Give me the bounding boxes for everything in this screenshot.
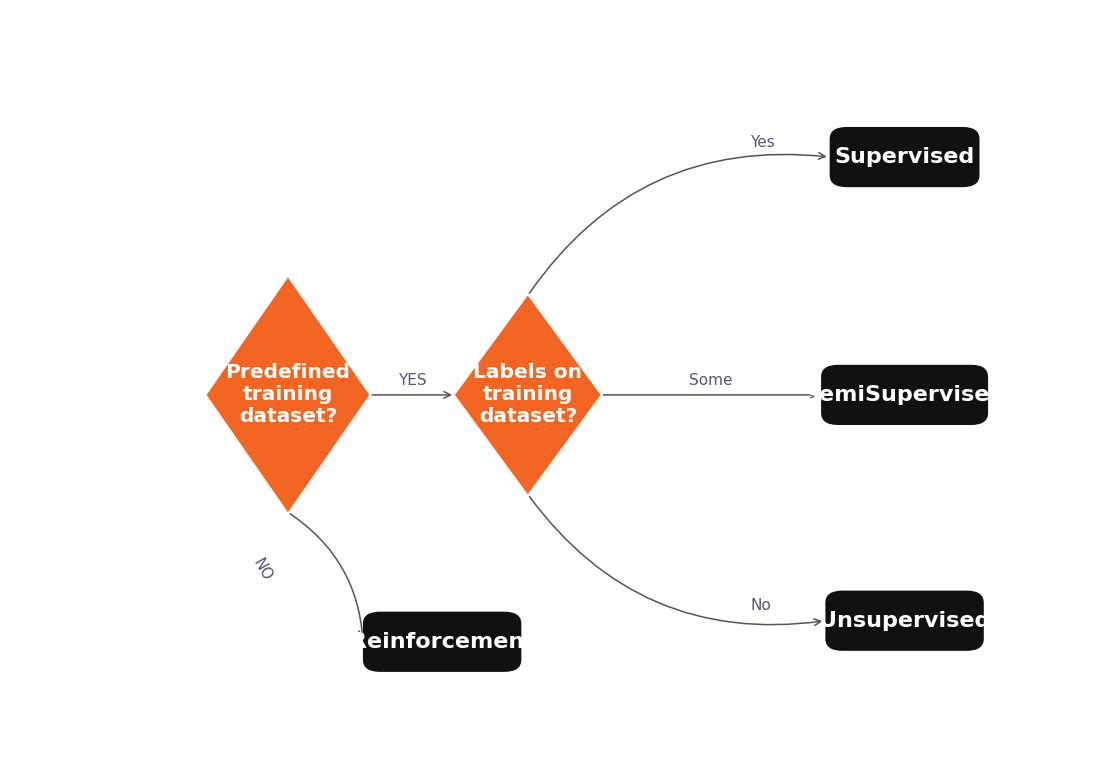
Text: Supervised: Supervised xyxy=(834,147,975,167)
Polygon shape xyxy=(207,278,369,512)
Text: Some: Some xyxy=(690,373,733,388)
FancyBboxPatch shape xyxy=(821,364,988,425)
Text: Predefined
training
dataset?: Predefined training dataset? xyxy=(225,364,350,426)
FancyBboxPatch shape xyxy=(362,612,522,672)
Text: Reinforcement: Reinforcement xyxy=(349,632,535,651)
Text: Labels on
training
dataset?: Labels on training dataset? xyxy=(473,364,582,426)
Text: Yes: Yes xyxy=(750,135,776,150)
FancyBboxPatch shape xyxy=(830,127,979,187)
Text: Unsupervised: Unsupervised xyxy=(819,611,990,631)
Text: NO: NO xyxy=(250,556,275,583)
Text: SemiSupervised: SemiSupervised xyxy=(803,385,1006,405)
Polygon shape xyxy=(455,296,601,494)
Text: YES: YES xyxy=(398,373,427,388)
FancyBboxPatch shape xyxy=(825,590,983,651)
Text: No: No xyxy=(750,598,771,614)
